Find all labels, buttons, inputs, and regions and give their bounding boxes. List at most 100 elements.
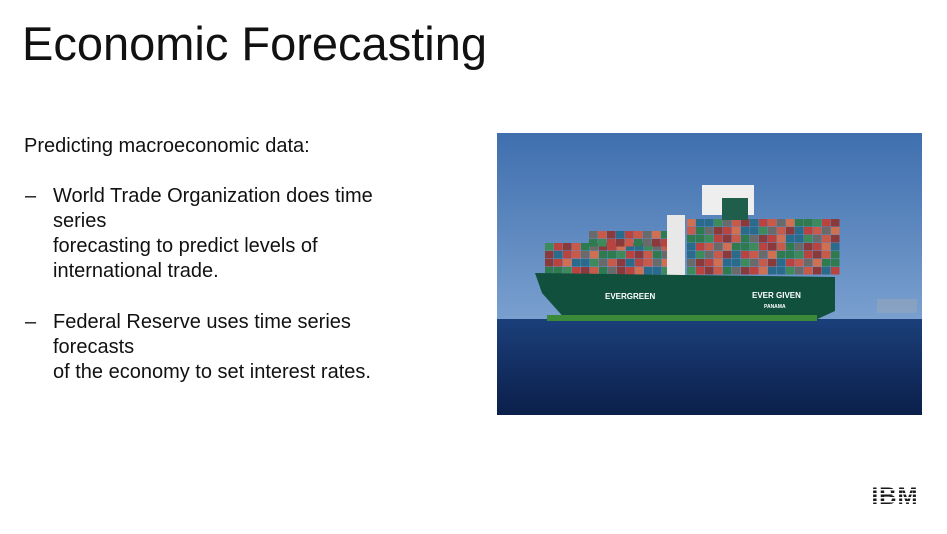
- container: [635, 251, 644, 259]
- container: [768, 235, 777, 243]
- bullet-line: Federal Reserve uses time series: [53, 311, 351, 333]
- container: [831, 251, 840, 259]
- container: [777, 259, 786, 267]
- container: [741, 219, 750, 227]
- container: [617, 251, 626, 259]
- container: [777, 219, 786, 227]
- container: [644, 251, 653, 259]
- container: [822, 227, 831, 235]
- logo-text: IBM: [872, 484, 919, 508]
- container: [554, 243, 563, 251]
- container: [831, 235, 840, 243]
- container: [687, 251, 696, 259]
- container: [616, 239, 625, 247]
- container: [822, 219, 831, 227]
- container: [626, 267, 635, 275]
- container: [696, 267, 705, 275]
- container: [795, 267, 804, 275]
- bullet-line: of the economy to set interest rates.: [53, 361, 371, 383]
- container: [804, 219, 813, 227]
- intro-text: Predicting macroeconomic data:: [24, 135, 310, 157]
- container: [644, 243, 653, 251]
- container: [696, 219, 705, 227]
- container: [705, 227, 714, 235]
- container: [741, 243, 750, 251]
- container: [741, 251, 750, 259]
- container: [831, 259, 840, 267]
- container: [572, 251, 581, 259]
- container: [599, 243, 608, 251]
- container: [652, 239, 661, 247]
- logo-stripes: [867, 489, 923, 503]
- container: [563, 259, 572, 267]
- container: [625, 231, 634, 239]
- ship-photo: EVERGREEN EVER GIVEN PANAMA: [497, 133, 922, 415]
- container: [687, 243, 696, 251]
- container: [831, 243, 840, 251]
- container: [661, 239, 670, 247]
- container: [759, 259, 768, 267]
- container: [813, 259, 822, 267]
- container: [714, 251, 723, 259]
- container: [732, 235, 741, 243]
- container: [625, 239, 634, 247]
- waterline: [547, 315, 817, 321]
- container: [687, 259, 696, 267]
- container: [599, 251, 608, 259]
- container: [705, 259, 714, 267]
- container: [653, 243, 662, 251]
- container: [831, 227, 840, 235]
- container: [741, 267, 750, 275]
- container: [750, 235, 759, 243]
- container: [723, 259, 732, 267]
- container: [635, 267, 644, 275]
- container: [635, 243, 644, 251]
- container: [634, 239, 643, 247]
- container: [626, 243, 635, 251]
- container: [581, 259, 590, 267]
- container: [598, 239, 607, 247]
- container: [822, 259, 831, 267]
- container: [732, 251, 741, 259]
- container: [705, 267, 714, 275]
- container: [786, 243, 795, 251]
- container: [750, 219, 759, 227]
- container: [732, 267, 741, 275]
- container: [626, 251, 635, 259]
- container: [723, 267, 732, 275]
- container: [653, 267, 662, 275]
- container: [545, 243, 554, 251]
- container: [563, 267, 572, 275]
- container: [687, 235, 696, 243]
- container: [768, 227, 777, 235]
- container: [696, 235, 705, 243]
- container: [617, 243, 626, 251]
- container: [786, 259, 795, 267]
- container: [653, 251, 662, 259]
- container: [662, 267, 671, 275]
- container: [590, 251, 599, 259]
- container: [750, 259, 759, 267]
- container: [732, 227, 741, 235]
- bullet-line: international trade.: [53, 260, 219, 282]
- container: [705, 243, 714, 251]
- container: [572, 267, 581, 275]
- container: [589, 231, 598, 239]
- container: [608, 243, 617, 251]
- container: [804, 251, 813, 259]
- container: [599, 259, 608, 267]
- container: [768, 251, 777, 259]
- container: [599, 267, 608, 275]
- container: [608, 259, 617, 267]
- container: [768, 219, 777, 227]
- container: [831, 267, 840, 275]
- container: [598, 231, 607, 239]
- container: [786, 227, 795, 235]
- container: [572, 243, 581, 251]
- distant-platform: [877, 299, 917, 313]
- container: [590, 243, 599, 251]
- container: [777, 243, 786, 251]
- container: [777, 267, 786, 275]
- container: [732, 243, 741, 251]
- container: [563, 243, 572, 251]
